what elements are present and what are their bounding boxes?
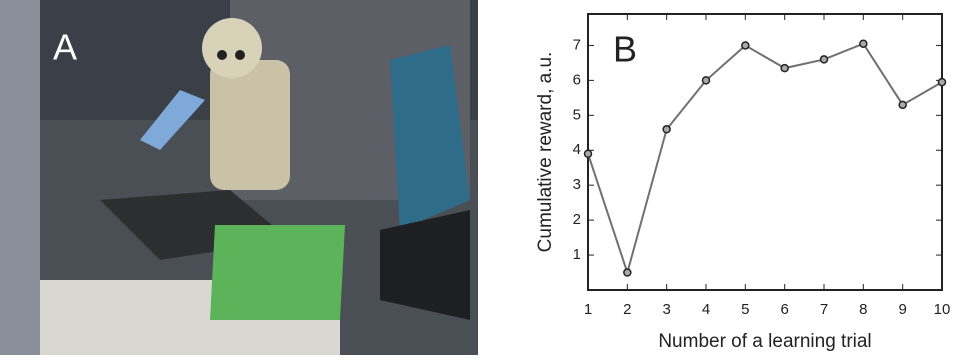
x-axis-label: Number of a learning trial <box>658 331 871 352</box>
photo-tray <box>210 225 345 320</box>
x-tick-label: 1 <box>584 301 592 318</box>
point <box>899 101 906 108</box>
y-tick-label: 3 <box>573 176 581 193</box>
point <box>624 269 631 276</box>
y-tick-label: 4 <box>573 141 581 158</box>
point <box>703 77 710 84</box>
point <box>781 65 788 72</box>
x-tick-label: 10 <box>934 301 951 318</box>
photo-robot-eye <box>235 50 245 60</box>
x-tick-label: 5 <box>741 301 749 318</box>
figure: A 1 2 3 4 5 6 7 1 2 3 4 5 6 7 8 9 10 Number of a learning… <box>0 0 958 355</box>
x-tick-label: 6 <box>780 301 788 318</box>
y-tick-label: 5 <box>573 106 581 123</box>
page: {"photo_label": "A", "chart_data": {"typ… <box>0 0 958 355</box>
photo-robot-eye <box>217 50 227 60</box>
photo-label: A <box>53 27 77 68</box>
x-tick-label: 3 <box>662 301 670 318</box>
point <box>939 79 946 86</box>
point <box>821 56 828 63</box>
y-tick-label: 6 <box>573 71 581 88</box>
point <box>742 42 749 49</box>
line <box>588 44 942 273</box>
x-tick-label: 2 <box>623 301 631 318</box>
photo: A <box>0 0 478 355</box>
y-tick-label: 2 <box>573 211 581 228</box>
plot-frame <box>588 14 942 290</box>
x-tick-label: 9 <box>898 301 906 318</box>
y-tick-label: 1 <box>573 246 581 263</box>
panel-label: B <box>613 29 637 70</box>
photo-frame <box>0 0 40 355</box>
point <box>663 126 670 133</box>
y-tick-label: 7 <box>573 36 581 53</box>
point <box>860 40 867 47</box>
x-tick-label: 8 <box>859 301 867 318</box>
x-tick-label: 4 <box>702 301 710 318</box>
x-tick-label: 7 <box>820 301 828 318</box>
photo-robot-body <box>210 60 290 190</box>
y-axis-label: Cumulative reward, a.u. <box>535 52 556 253</box>
point <box>585 150 592 157</box>
photo-robot-head <box>202 18 262 78</box>
